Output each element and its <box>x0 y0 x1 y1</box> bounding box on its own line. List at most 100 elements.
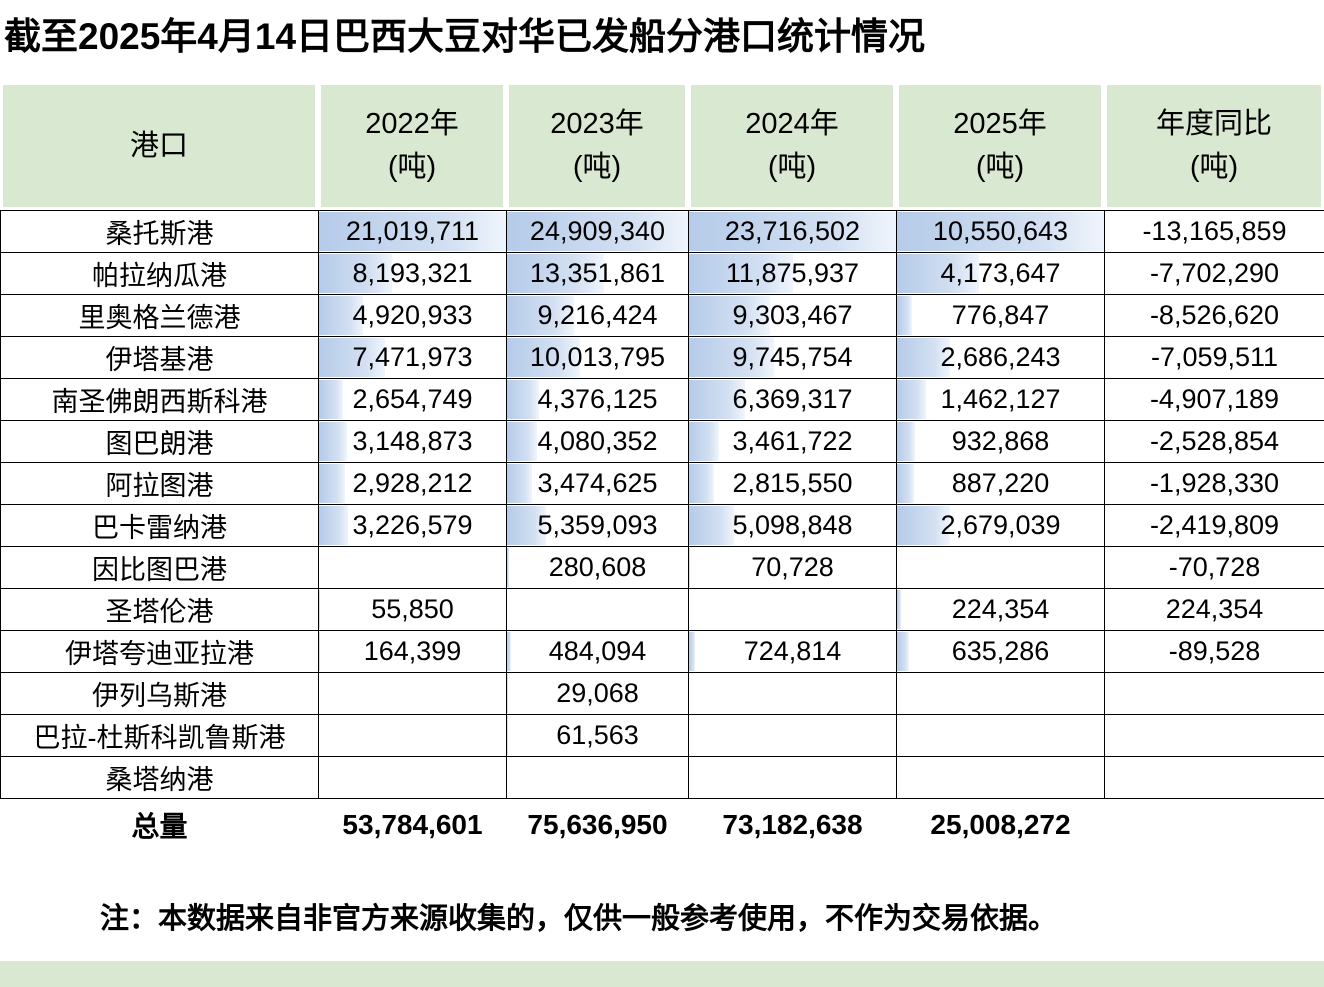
value-cell-2022 <box>318 546 507 590</box>
value-cell-2024: 23,716,502 <box>688 210 897 254</box>
cell-value: 11,875,937 <box>725 258 860 289</box>
header-col-2025: 2025年 (吨) <box>896 82 1104 211</box>
cell-value: 4,173,647 <box>940 258 1061 289</box>
value-cell-2023: 4,376,125 <box>506 378 689 422</box>
yoy-cell: -7,702,290 <box>1104 252 1324 296</box>
value-cell-2025: 224,354 <box>896 588 1105 632</box>
data-bar <box>897 212 1104 252</box>
cell-value: 4,080,352 <box>537 426 658 457</box>
cell-value: 887,220 <box>951 468 1050 499</box>
value-cell-2025 <box>896 672 1105 716</box>
value-cell-2022: 4,920,933 <box>318 294 507 338</box>
data-bar <box>319 506 348 546</box>
cell-value: 5,098,848 <box>732 510 853 541</box>
value-cell-2022: 8,193,321 <box>318 252 507 296</box>
table-row: 伊列乌斯港 29,068 <box>0 672 1324 716</box>
value-cell-2024: 6,369,317 <box>688 378 897 422</box>
header-col-yoy: 年度同比 (吨) <box>1104 82 1324 211</box>
header-col-2024: 2024年 (吨) <box>688 82 896 211</box>
cell-value: 2,686,243 <box>940 342 1061 373</box>
cell-value: -2,528,854 <box>1149 426 1280 457</box>
port-name-cell: 伊塔基港 <box>0 336 319 380</box>
table-row: 阿拉图港 2,928,212 3,474,625 2,815,550 887,220 -1… <box>0 462 1324 506</box>
header-col-label: 2023年 <box>550 107 644 140</box>
table-row: 伊塔夸迪亚拉港 164,399 484,094 724,814 635,286 -89,5… <box>0 630 1324 674</box>
port-name-cell: 桑塔纳港 <box>0 756 319 800</box>
value-cell-2022: 55,850 <box>318 588 507 632</box>
cell-value: 164,399 <box>363 636 462 667</box>
table-row: 巴卡雷纳港 3,226,579 5,359,093 5,098,848 2,679,03… <box>0 504 1324 548</box>
data-bar <box>897 632 910 672</box>
data-bar <box>507 254 605 294</box>
yoy-cell: -4,907,189 <box>1104 378 1324 422</box>
header-col-label: 年度同比 <box>1155 107 1272 140</box>
cell-value: 3,474,625 <box>537 468 658 499</box>
page-title: 截至2025年4月14日巴西大豆对华已发船分港口统计情况 <box>4 16 926 57</box>
cell-value: 10,550,643 <box>932 216 1069 247</box>
port-name-cell: 圣塔伦港 <box>0 588 319 632</box>
cell-value: 2,679,039 <box>940 510 1061 541</box>
port-name-cell: 巴卡雷纳港 <box>0 504 319 548</box>
header-col-2023: 2023年 (吨) <box>506 82 688 211</box>
header-col-unit: (吨) <box>1189 151 1239 184</box>
value-cell-2024 <box>688 672 897 716</box>
yoy-cell: -1,928,330 <box>1104 462 1324 506</box>
table-row: 巴拉-杜斯科凯鲁斯港 61,563 <box>0 714 1324 758</box>
value-cell-2024: 5,098,848 <box>688 504 897 548</box>
cell-value: 2,928,212 <box>352 468 473 499</box>
value-cell-2025: 776,847 <box>896 294 1105 338</box>
cell-value: 2,815,550 <box>732 468 853 499</box>
port-name-cell: 桑托斯港 <box>0 210 319 254</box>
value-cell-2023: 24,909,340 <box>506 210 689 254</box>
data-bar <box>897 296 913 336</box>
data-bar <box>507 548 510 588</box>
cell-value: 29,068 <box>556 678 639 709</box>
value-cell-2024 <box>688 588 897 632</box>
value-cell-2023: 484,094 <box>506 630 689 674</box>
value-cell-2023: 4,080,352 <box>506 420 689 464</box>
data-bar <box>319 380 343 420</box>
data-bar <box>897 590 902 630</box>
yoy-cell <box>1104 714 1324 758</box>
value-cell-2022: 2,928,212 <box>318 462 507 506</box>
table-header: 港口 2022年 (吨) 2023年 (吨) 2024年 (吨) 2025年 (… <box>0 82 1324 211</box>
data-bar <box>319 296 363 336</box>
header-col-unit: (吨) <box>767 151 817 184</box>
cell-value: 9,216,424 <box>537 300 658 331</box>
cell-value: 280,608 <box>548 552 647 583</box>
data-bar <box>507 464 533 504</box>
value-cell-2022 <box>318 672 507 716</box>
data-bar <box>689 212 896 252</box>
value-cell-2023: 10,013,795 <box>506 336 689 380</box>
value-cell-2025: 2,686,243 <box>896 336 1105 380</box>
value-cell-2024 <box>688 756 897 800</box>
value-cell-2022: 164,399 <box>318 630 507 674</box>
value-cell-2025: 635,286 <box>896 630 1105 674</box>
value-cell-2025: 932,868 <box>896 420 1105 464</box>
cell-value: -70,728 <box>1168 552 1261 583</box>
header-col-2022: 2022年 (吨) <box>318 82 506 211</box>
table-row: 圣塔伦港 55,850 224,354 224,354 <box>0 588 1324 632</box>
cell-value: 70,728 <box>751 552 834 583</box>
cell-value: 61,563 <box>556 720 639 751</box>
value-cell-2023: 13,351,861 <box>506 252 689 296</box>
cell-value: -89,528 <box>1168 636 1261 667</box>
value-cell-2022 <box>318 714 507 758</box>
cell-value: -7,702,290 <box>1149 258 1280 289</box>
data-bar <box>689 254 793 294</box>
data-bar <box>689 296 771 336</box>
yoy-cell <box>1104 672 1324 716</box>
port-name-cell: 巴拉-杜斯科凯鲁斯港 <box>0 714 319 758</box>
yoy-cell: -8,526,620 <box>1104 294 1324 338</box>
value-cell-2023: 280,608 <box>506 546 689 590</box>
cell-value: 21,019,711 <box>345 216 480 247</box>
yoy-cell: -13,165,859 <box>1104 210 1324 254</box>
cell-value: 5,359,093 <box>537 510 658 541</box>
total-2024: 73,182,638 <box>722 809 863 840</box>
value-cell-2024: 724,814 <box>688 630 897 674</box>
data-bar <box>689 422 720 462</box>
value-cell-2025: 2,679,039 <box>896 504 1105 548</box>
cell-value: 635,286 <box>951 636 1050 667</box>
data-bar <box>507 506 546 546</box>
cell-value: 6,369,317 <box>732 384 853 415</box>
